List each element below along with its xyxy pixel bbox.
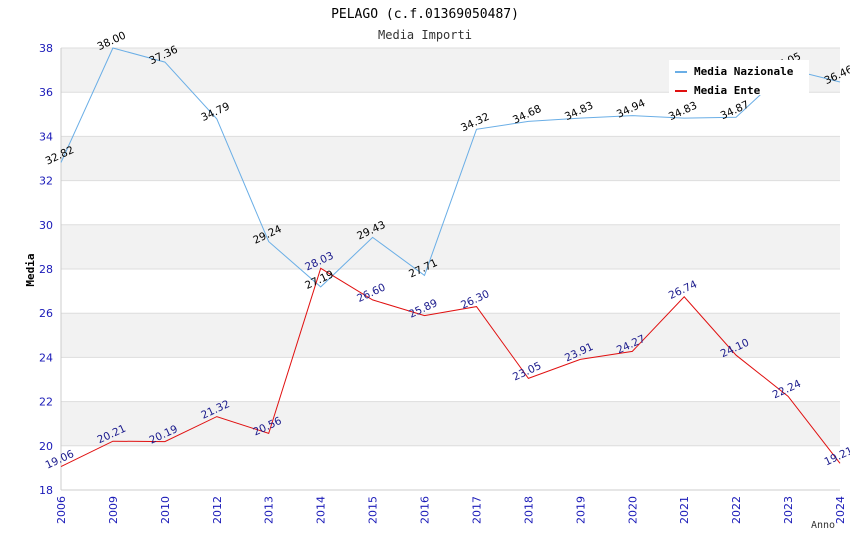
data-label: 22.24 [771, 378, 804, 402]
y-tick-label: 32 [39, 175, 53, 188]
x-tick-label: 2018 [522, 496, 535, 524]
y-tick-label: 30 [39, 219, 53, 232]
y-tick-label: 24 [39, 351, 53, 364]
x-tick-label: 2006 [55, 496, 68, 524]
data-label: 23.05 [511, 360, 543, 384]
data-label: 26.60 [355, 281, 387, 305]
y-tick-label: 26 [39, 307, 53, 320]
y-tick-label: 20 [39, 440, 53, 453]
grid-band [61, 136, 840, 181]
y-tick-label: 38 [39, 42, 53, 55]
y-tick-label: 18 [39, 484, 53, 497]
series-lines [60, 47, 841, 468]
x-tick-label: 2010 [159, 496, 172, 524]
x-tick-label: 2012 [211, 496, 224, 524]
chart-subtitle: Media Importi [378, 28, 472, 42]
grid-lines [60, 47, 840, 491]
grid-band [61, 313, 840, 358]
data-label: 34.83 [563, 100, 595, 124]
x-axis-ticks: 2006 2009 2010 2012 2013 2014 2015 2016 2017 2018… [55, 496, 847, 524]
x-tick-label: 2014 [315, 496, 328, 524]
y-axis-label: Media [24, 253, 37, 286]
series-line-nazionale [60, 47, 841, 288]
data-label: 34.32 [459, 111, 491, 135]
x-tick-label: 2019 [574, 496, 587, 524]
x-tick-label: 2009 [107, 496, 120, 524]
x-tick-label: 2020 [626, 496, 639, 524]
y-tick-label: 22 [39, 396, 53, 409]
grid-bands [61, 48, 840, 446]
series-line-ente [60, 267, 841, 468]
x-tick-label: 2024 [834, 496, 847, 524]
data-label: 26.30 [459, 288, 491, 312]
y-tick-label: 28 [39, 263, 53, 276]
legend-label-ente: Media Ente [694, 84, 761, 97]
x-tick-label: 2013 [263, 496, 276, 524]
x-tick-label: 2023 [782, 496, 795, 524]
x-tick-label: 2015 [367, 496, 380, 524]
y-tick-label: 34 [39, 130, 53, 143]
y-axis-ticks: 18 20 22 24 26 28 30 32 34 36 38 [39, 42, 53, 497]
y-tick-label: 36 [39, 86, 53, 99]
data-label: 34.83 [667, 100, 699, 124]
x-tick-label: 2022 [730, 496, 743, 524]
data-label: 34.94 [615, 97, 648, 121]
x-tick-label: 2021 [678, 496, 691, 524]
data-label: 34.68 [511, 103, 543, 127]
data-label: 34.87 [719, 99, 751, 123]
legend-label-nazionale: Media Nazionale [694, 65, 794, 78]
x-tick-label: 2016 [419, 496, 432, 524]
grid-band [61, 401, 840, 446]
legend-box [669, 60, 809, 95]
data-label: 19.21 [823, 445, 850, 469]
legend: Media Nazionale Media Ente [669, 60, 809, 97]
x-tick-label: 2017 [470, 496, 483, 524]
data-label: 34.79 [199, 100, 231, 124]
grid-band [61, 224, 840, 269]
x-axis-label: Anno [811, 520, 835, 531]
chart-title: PELAGO (c.f.01369050487) [331, 7, 519, 22]
